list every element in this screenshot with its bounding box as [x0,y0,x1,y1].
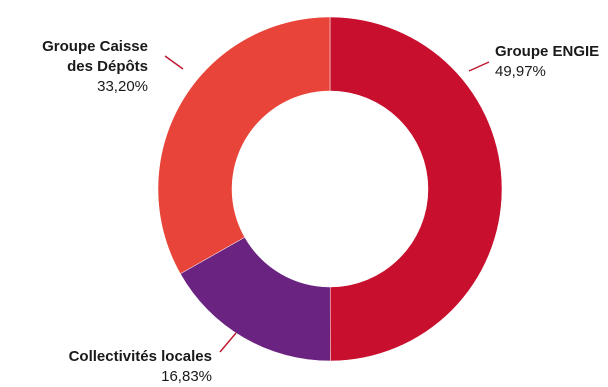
donut-slices [157,16,503,362]
leader-line-caisse [164,55,184,70]
slice-groupe-engie [329,16,503,362]
label-caisse-name-line1: Groupe Caisse [42,38,148,55]
label-collectivites-value: 16,83% [161,368,212,385]
leader-line-engie [468,61,490,72]
label-collectivites-name: Collectivités locales [69,348,212,365]
leader-line-collectivites [219,332,237,353]
label-engie-name: Groupe ENGIE [495,43,599,60]
label-engie-value: 49,97% [495,63,546,80]
label-caisse-value: 33,20% [97,78,148,95]
label-caisse-name-line2: des Dépôts [67,58,148,75]
slice-groupe-caisse-des-depots [157,16,331,275]
